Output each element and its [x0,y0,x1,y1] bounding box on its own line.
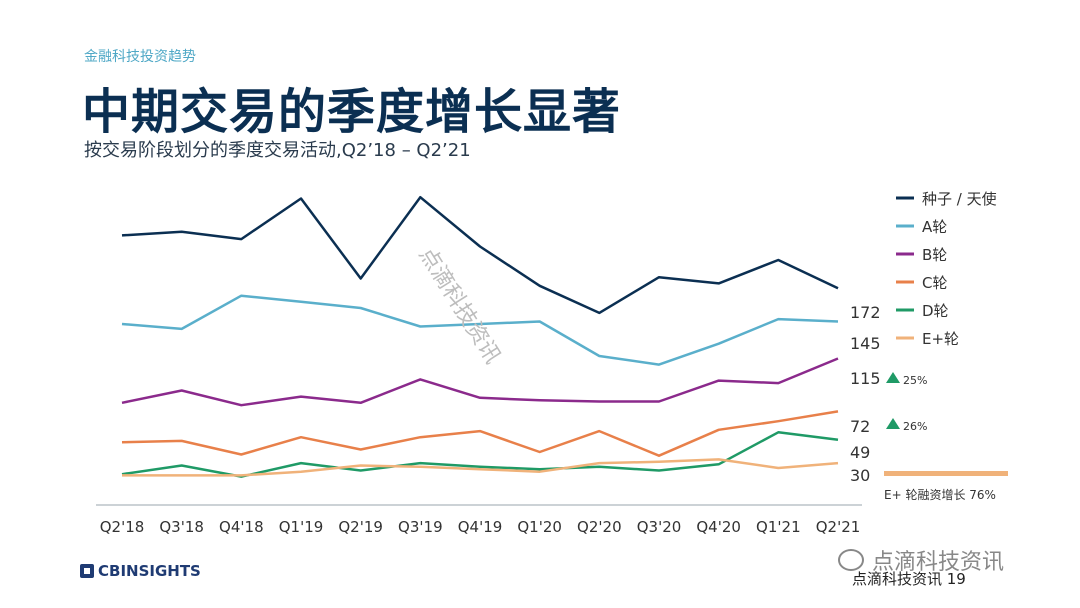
series-line [122,458,839,477]
series-line [121,195,839,315]
legend-entry: C轮 [922,274,947,292]
series-end-label: 115 [850,369,881,388]
x-tick-label: Q2'20 [577,518,622,536]
series-line [121,357,839,407]
legend-entry: B轮 [922,246,947,264]
x-tick-label: Q2'21 [816,518,861,536]
series-line [121,294,839,366]
legend-entry: A轮 [922,218,947,236]
growth-annotation: 25% [903,374,927,387]
series-end-label: 145 [850,334,881,353]
growth-arrow-icon [886,372,900,383]
legend-entry: 种子 / 天使 [922,190,997,208]
page-number: 点滴科技资讯 19 [852,570,966,588]
x-tick-label: Q3'19 [398,518,443,536]
series-end-label: 49 [850,443,870,462]
footer-watermark-text: 点滴科技资讯 [872,550,1005,575]
x-tick-label: Q4'19 [458,518,503,536]
x-tick-label: Q2'19 [338,518,383,536]
growth-annotation: 26% [903,420,927,433]
x-tick-label: Q1'21 [756,518,801,536]
footer-watermark: 点滴科技资讯 [838,544,1004,576]
wechat-icon [838,549,864,571]
x-tick-label: Q3'20 [637,518,682,536]
growth-arrow-icon [886,418,900,429]
page-title: 中期交易的季度增长显著 [82,84,622,140]
x-tick-label: Q1'19 [279,518,324,536]
series-line [121,410,839,457]
legend-entry: E+轮 [922,330,959,348]
x-tick-label: Q4'20 [696,518,741,536]
x-tick-label: Q1'20 [517,518,562,536]
x-tick-label: Q4'18 [219,518,264,536]
series-end-label: 30 [850,466,870,485]
x-tick-label: Q2'18 [100,518,145,536]
legend-entry: D轮 [922,302,949,320]
x-tick-label: Q3'18 [159,518,204,536]
e-plus-annotation-bar [884,471,1008,476]
cbinsights-logo: CBINSIGHTS [80,562,201,580]
series-end-label: 72 [850,417,870,436]
eyebrow-label: 金融科技投资趋势 [84,49,196,65]
series-end-label: 172 [850,303,881,322]
cbinsights-logo-text: CBINSIGHTS [98,562,201,580]
page-subtitle: 按交易阶段划分的季度交易活动,Q2’18 – Q2’21 [84,140,471,161]
cbinsights-logo-icon [80,564,94,578]
e-plus-annotation: E+ 轮融资增长 76% [884,488,996,502]
